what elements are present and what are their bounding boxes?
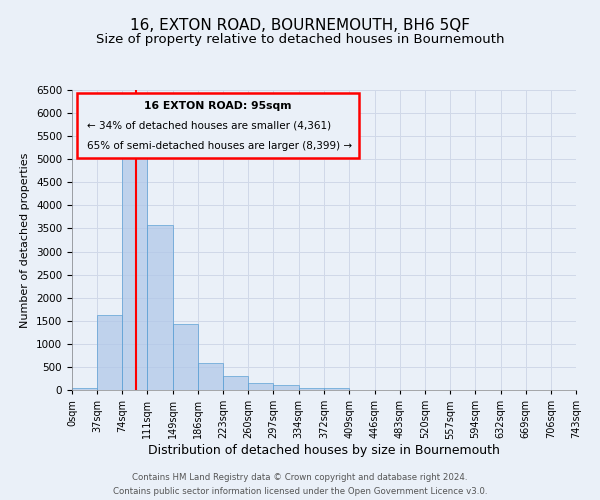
Text: 65% of semi-detached houses are larger (8,399) →: 65% of semi-detached houses are larger (… [87,141,352,151]
Text: 16 EXTON ROAD: 95sqm: 16 EXTON ROAD: 95sqm [145,101,292,111]
Bar [274,386,299,390]
Text: Contains public sector information licensed under the Open Government Licence v3: Contains public sector information licen… [113,486,487,496]
Bar [72,388,97,390]
Bar [223,376,248,390]
Text: ← 34% of detached houses are smaller (4,361): ← 34% of detached houses are smaller (4,… [87,120,331,130]
X-axis label: Distribution of detached houses by size in Bournemouth: Distribution of detached houses by size … [148,444,500,457]
Text: Contains HM Land Registry data © Crown copyright and database right 2024.: Contains HM Land Registry data © Crown c… [132,473,468,482]
FancyBboxPatch shape [77,93,359,158]
Y-axis label: Number of detached properties: Number of detached properties [20,152,31,328]
Bar [248,383,274,390]
Bar [173,324,198,390]
Text: Size of property relative to detached houses in Bournemouth: Size of property relative to detached ho… [96,32,504,46]
Bar [325,388,349,390]
Bar [97,315,122,390]
Bar [122,156,147,390]
Text: 16, EXTON ROAD, BOURNEMOUTH, BH6 5QF: 16, EXTON ROAD, BOURNEMOUTH, BH6 5QF [130,18,470,32]
Bar [147,225,173,390]
Bar [299,388,325,390]
Bar [198,363,223,390]
